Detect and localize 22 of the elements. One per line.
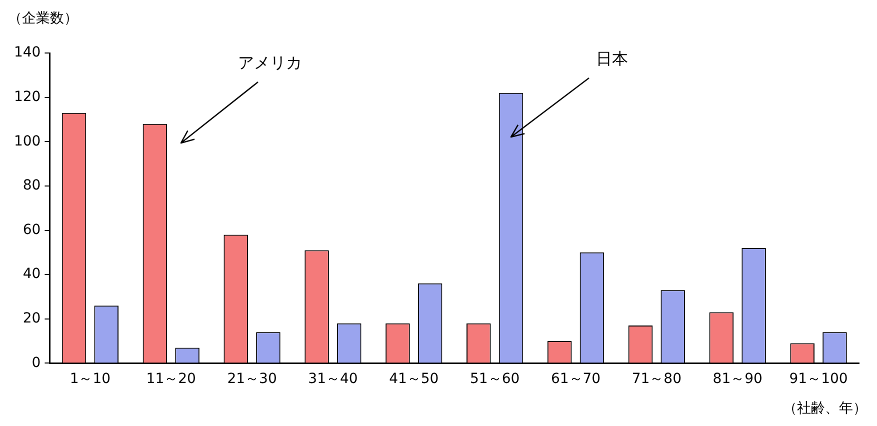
y-tick-label: 40 — [22, 266, 41, 282]
y-tick-label: 20 — [22, 310, 41, 327]
y-tick-label: 120 — [14, 88, 41, 105]
y-tick-label: 0 — [32, 354, 41, 371]
x-tick-label: 11～20 — [146, 371, 196, 388]
x-tick-label: 31～40 — [308, 371, 358, 388]
annotation: 日本 — [596, 49, 628, 68]
annotation: アメリカ — [238, 53, 302, 72]
x-tick-label: 91～100 — [789, 371, 848, 388]
x-tick-label: 81～90 — [712, 371, 762, 388]
y-tick-label: 100 — [14, 133, 41, 150]
y-tick-label: 80 — [22, 178, 41, 194]
x-tick-label: 71～80 — [632, 371, 682, 388]
x-tick-label: 51～60 — [470, 371, 520, 388]
y-tick-label: 140 — [14, 44, 41, 61]
x-axis-title: （社齢、年） — [783, 400, 867, 417]
x-tick-label: 41～50 — [389, 371, 439, 388]
x-tick-label: 1～10 — [70, 371, 111, 388]
x-tick-label: 61～70 — [550, 371, 601, 388]
y-axis-title: （企業数） — [8, 10, 78, 27]
x-tick-label: 21～30 — [227, 371, 277, 388]
y-tick-label: 60 — [22, 222, 41, 238]
